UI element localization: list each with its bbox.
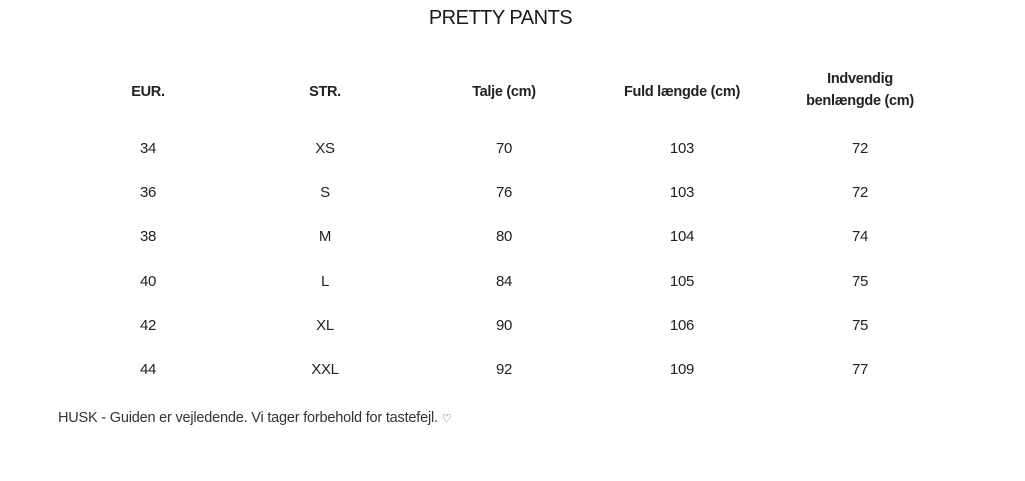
cell-full-length: 104 (669, 228, 695, 246)
header-inseam-line2: benlængde (cm) (806, 93, 914, 109)
disclaimer-note: HUSK - Guiden er vejledende. Vi tager fo… (58, 410, 452, 426)
cell-inseam: 75 (851, 272, 869, 290)
cell-inseam: 72 (851, 140, 869, 157)
header-eur: EUR. (131, 84, 165, 100)
cell-full-length: 105 (669, 272, 695, 290)
cell-full-length: 109 (669, 361, 695, 378)
cell-eur: 34 (139, 140, 157, 157)
cell-waist: 70 (495, 140, 513, 157)
cell-eur: 40 (139, 272, 157, 290)
cell-eur: 38 (139, 228, 157, 246)
header-str: STR. (309, 84, 341, 100)
cell-inseam: 75 (851, 316, 869, 334)
cell-inseam: 77 (851, 361, 869, 378)
cell-waist: 76 (495, 184, 513, 202)
cell-waist: 90 (495, 316, 513, 334)
cell-eur: 42 (139, 316, 157, 334)
cell-full-length: 103 (669, 184, 695, 202)
heart-icon: ♡ (441, 413, 452, 425)
cell-inseam: 74 (851, 228, 869, 246)
cell-waist: 84 (495, 272, 513, 290)
cell-full-length: 106 (669, 316, 695, 334)
cell-size: XL (316, 316, 334, 334)
page-title: PRETTY PANTS (428, 7, 573, 29)
cell-waist: 92 (495, 361, 513, 378)
header-inseam: Indvendig benlængde (cm) (775, 68, 945, 112)
disclaimer-text: HUSK - Guiden er vejledende. Vi tager fo… (58, 410, 438, 426)
cell-waist: 80 (495, 228, 513, 246)
cell-eur: 44 (139, 361, 157, 378)
cell-eur: 36 (139, 184, 157, 202)
header-full-length: Fuld længde (cm) (623, 84, 741, 100)
header-inseam-line1: Indvendig (827, 71, 893, 87)
cell-size: M (318, 228, 332, 246)
cell-full-length: 103 (669, 140, 695, 157)
cell-size: S (320, 184, 330, 202)
header-waist: Talje (cm) (472, 84, 536, 100)
cell-size: L (320, 272, 330, 290)
cell-size: XXL (311, 361, 339, 378)
cell-inseam: 72 (851, 184, 869, 202)
cell-size: XS (315, 140, 335, 157)
